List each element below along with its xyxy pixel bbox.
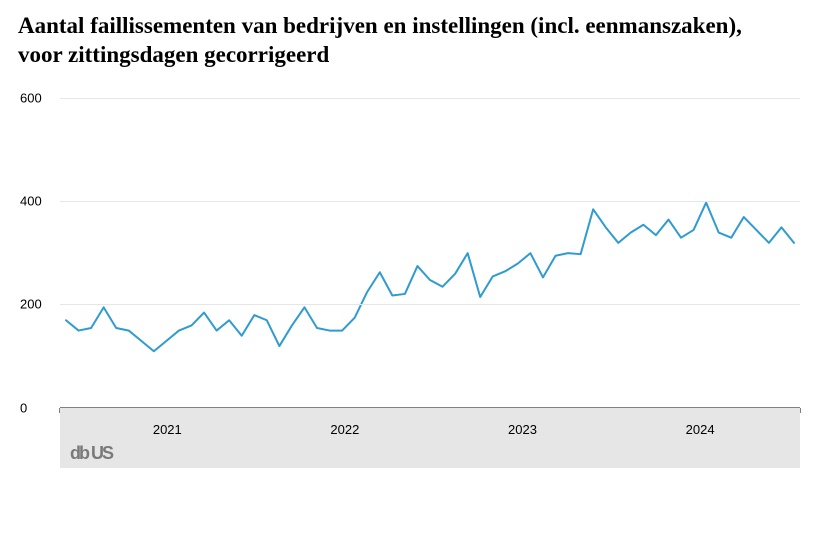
x-axis-label: 2023: [508, 422, 537, 437]
cbs-logo: db US: [70, 448, 112, 460]
gridline: [60, 98, 800, 99]
line-chart-svg: [60, 88, 800, 420]
gridline: [60, 201, 800, 202]
y-axis-label: 0: [20, 400, 27, 415]
chart-title: Aantal faillissementen van bedrijven en …: [18, 12, 778, 70]
y-axis-label: 600: [20, 90, 42, 105]
gridline: [60, 304, 800, 305]
series-line-faillissementen: [66, 202, 794, 351]
footer-band: db US: [60, 408, 800, 468]
y-axis-label: 200: [20, 297, 42, 312]
x-axis-label: 2021: [153, 422, 182, 437]
chart-area: db US 0 200 400 600 2021 2022 2023 2024: [20, 88, 800, 468]
plot-area: [60, 88, 800, 408]
x-axis-label: 2022: [330, 422, 359, 437]
y-axis-label: 400: [20, 194, 42, 209]
x-axis-label: 2024: [686, 422, 715, 437]
